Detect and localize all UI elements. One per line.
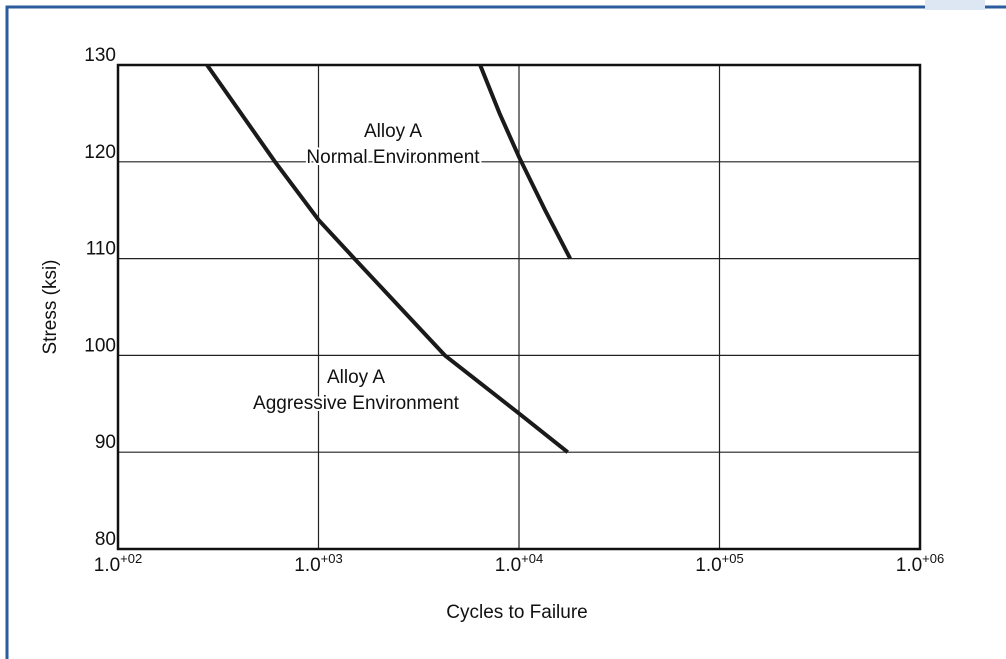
y-tick-label: 90 xyxy=(95,432,116,453)
x-tick-label: 1.0+04 xyxy=(495,551,543,576)
y-tick-label: 110 xyxy=(86,239,116,260)
x-tick-label-exponent: +03 xyxy=(321,551,343,566)
x-tick-label-exponent: +02 xyxy=(120,551,142,566)
x-tick-label-base: 1.0 xyxy=(294,555,320,576)
y-tick-label: 130 xyxy=(84,45,116,66)
plot-frame xyxy=(116,63,922,551)
frame xyxy=(5,5,1006,659)
x-tick-label-base: 1.0 xyxy=(695,555,721,576)
y-tick-label: 80 xyxy=(95,529,116,550)
x-tick-label-base: 1.0 xyxy=(495,555,521,576)
x-tick-label-base: 1.0 xyxy=(94,555,120,576)
x-tick-label: 1.0+02 xyxy=(94,551,142,576)
series-line xyxy=(478,64,572,260)
y-tick-label: 120 xyxy=(84,142,116,163)
x-tick-label: 1.0+06 xyxy=(896,551,944,576)
x-tick-label: 1.0+03 xyxy=(294,551,342,576)
annotation: Alloy A xyxy=(327,367,385,388)
series-line xyxy=(205,63,569,454)
x-tick-label-base: 1.0 xyxy=(896,555,922,576)
corner-tab xyxy=(925,0,985,10)
x-tick-label-exponent: +04 xyxy=(521,551,543,566)
x-tick-label-exponent: +05 xyxy=(722,551,744,566)
annotation: Alloy A xyxy=(364,121,422,142)
y-axis-label: Stress (ksi) xyxy=(40,260,61,355)
annotation: Normal Environment xyxy=(306,147,480,168)
x-tick-label: 1.0+05 xyxy=(695,551,743,576)
x-tick-label-exponent: +06 xyxy=(922,551,944,566)
x-axis-label: Cycles to Failure xyxy=(446,602,588,623)
y-tick-label: 100 xyxy=(84,335,116,356)
annotation: Aggressive Environment xyxy=(253,393,460,414)
